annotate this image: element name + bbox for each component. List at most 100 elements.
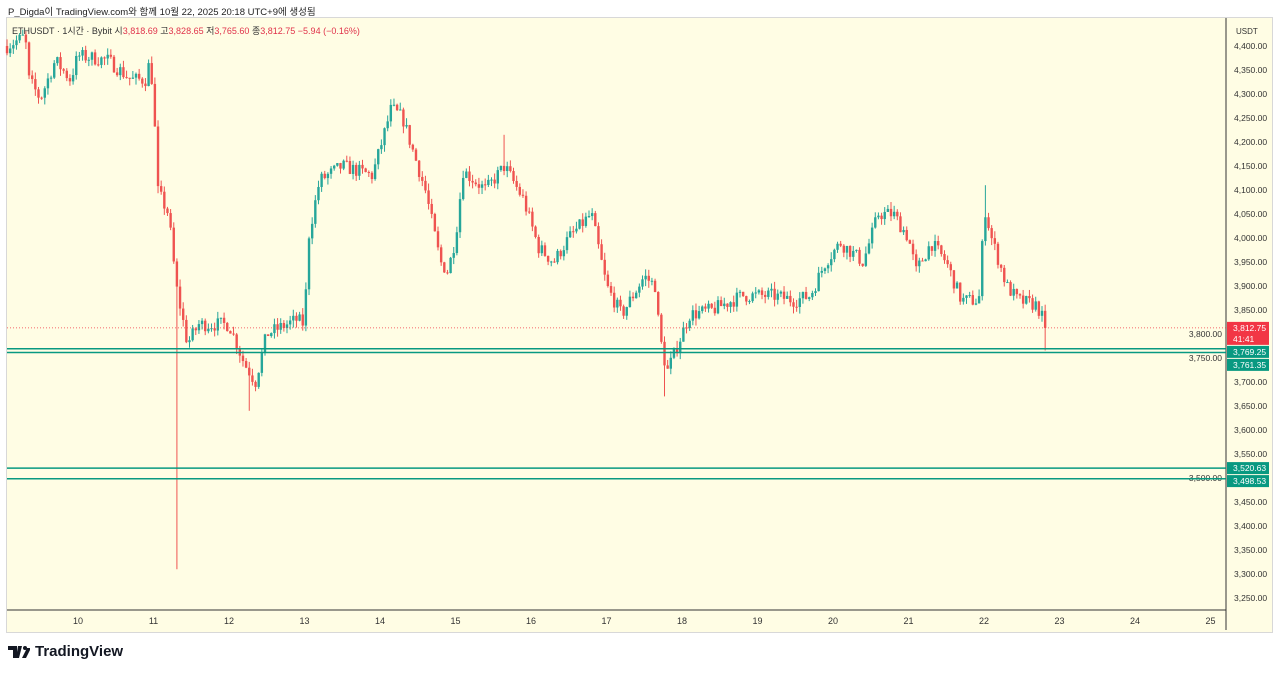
y-tick-label: 3,950.00	[1234, 257, 1267, 267]
candle-body	[600, 244, 603, 260]
candle-body	[288, 320, 292, 325]
candle-body	[1037, 301, 1041, 316]
candle-body	[795, 306, 798, 308]
candle-body	[770, 288, 773, 291]
candle-body	[543, 245, 547, 256]
candle-body	[616, 299, 619, 308]
candle-body	[345, 160, 348, 162]
x-tick-label: 13	[299, 616, 309, 626]
candle-body	[251, 375, 254, 382]
candle-body	[782, 291, 786, 299]
candle-body	[304, 289, 308, 326]
candle-body	[166, 208, 169, 214]
candle-body	[1006, 282, 1009, 284]
candle-body	[993, 238, 997, 244]
candle-body	[587, 216, 591, 218]
candle-body	[452, 253, 455, 258]
candle-body	[1021, 295, 1025, 304]
candle-body	[455, 232, 459, 254]
candle-body	[270, 333, 273, 337]
candle-body	[820, 270, 824, 273]
chart-caption: P_Digda이 TradingView.com와 함께 10월 22, 202…	[8, 7, 316, 18]
y-tick-label: 3,800.00	[1189, 329, 1222, 339]
candle-body	[493, 179, 496, 184]
candle-body	[414, 149, 418, 161]
y-tick-label: 4,250.00	[1234, 113, 1267, 123]
low-label: 저	[206, 26, 215, 36]
candle-body	[487, 179, 490, 185]
candle-body	[141, 78, 144, 84]
candle-body	[292, 315, 295, 321]
candle-body	[745, 296, 748, 302]
candle-body	[361, 164, 364, 169]
candle-body	[521, 194, 525, 196]
candle-body	[81, 49, 84, 56]
candle-body	[726, 303, 729, 307]
candle-body	[336, 163, 339, 166]
candle-body	[285, 324, 289, 329]
y-tick-label: 4,050.00	[1234, 209, 1267, 219]
candle-body	[439, 247, 443, 263]
candle-body	[751, 293, 754, 302]
candle-body	[688, 320, 691, 329]
candle-body	[924, 259, 927, 262]
candle-body	[512, 171, 515, 182]
tradingview-logo[interactable]: TradingView	[8, 643, 123, 660]
symbol-name[interactable]: ETHUSDT	[12, 26, 55, 36]
currency-label[interactable]: USDT	[1236, 27, 1258, 36]
candle-body	[723, 303, 726, 307]
candle-body	[612, 292, 616, 308]
candle-body	[625, 307, 628, 316]
candle-body	[43, 88, 46, 98]
candle-body	[358, 164, 361, 176]
y-tick-label: 3,400.00	[1234, 521, 1267, 531]
candle-body	[106, 54, 109, 59]
candle-body	[550, 261, 553, 263]
candle-body	[483, 184, 487, 186]
candle-body	[248, 367, 251, 376]
candle-body	[1018, 294, 1022, 296]
x-tick-label: 11	[149, 616, 158, 626]
x-tick-label: 12	[224, 616, 234, 626]
candle-body	[754, 292, 757, 294]
candle-body	[122, 67, 125, 78]
candle-body	[792, 302, 795, 307]
y-tick-label: 4,100.00	[1234, 185, 1267, 195]
candle-body	[109, 54, 113, 57]
candle-body	[748, 301, 751, 303]
candle-body	[1003, 267, 1006, 283]
candle-body	[389, 104, 393, 122]
candle-body	[103, 57, 106, 59]
candle-body	[226, 322, 229, 332]
candle-body	[905, 229, 908, 241]
candle-body	[1009, 282, 1012, 296]
candle-body	[348, 160, 352, 174]
candle-body	[18, 34, 21, 41]
candle-body	[779, 291, 783, 294]
candle-body	[858, 249, 861, 264]
candle-body	[631, 296, 635, 299]
candle-body	[927, 246, 930, 260]
candle-body	[767, 290, 770, 297]
y-tick-label: 3,850.00	[1234, 305, 1267, 315]
candle-body	[399, 109, 402, 111]
candle-body	[798, 298, 801, 307]
x-tick-label: 25	[1205, 616, 1215, 626]
candle-body	[716, 300, 720, 314]
x-tick-label: 22	[979, 616, 989, 626]
candle-body	[609, 286, 613, 293]
candle-body	[870, 227, 874, 244]
candle-body	[355, 164, 358, 176]
candle-body	[112, 56, 116, 73]
candle-body	[427, 190, 430, 204]
x-tick-label: 21	[903, 616, 913, 626]
candle-body	[411, 144, 415, 150]
candle-body	[622, 306, 625, 316]
candle-body	[732, 302, 735, 307]
candle-body	[562, 250, 566, 257]
candle-body	[100, 57, 103, 65]
close-label: 종	[251, 26, 261, 36]
y-tick-label: 3,900.00	[1234, 281, 1267, 291]
candle-body	[830, 259, 833, 266]
